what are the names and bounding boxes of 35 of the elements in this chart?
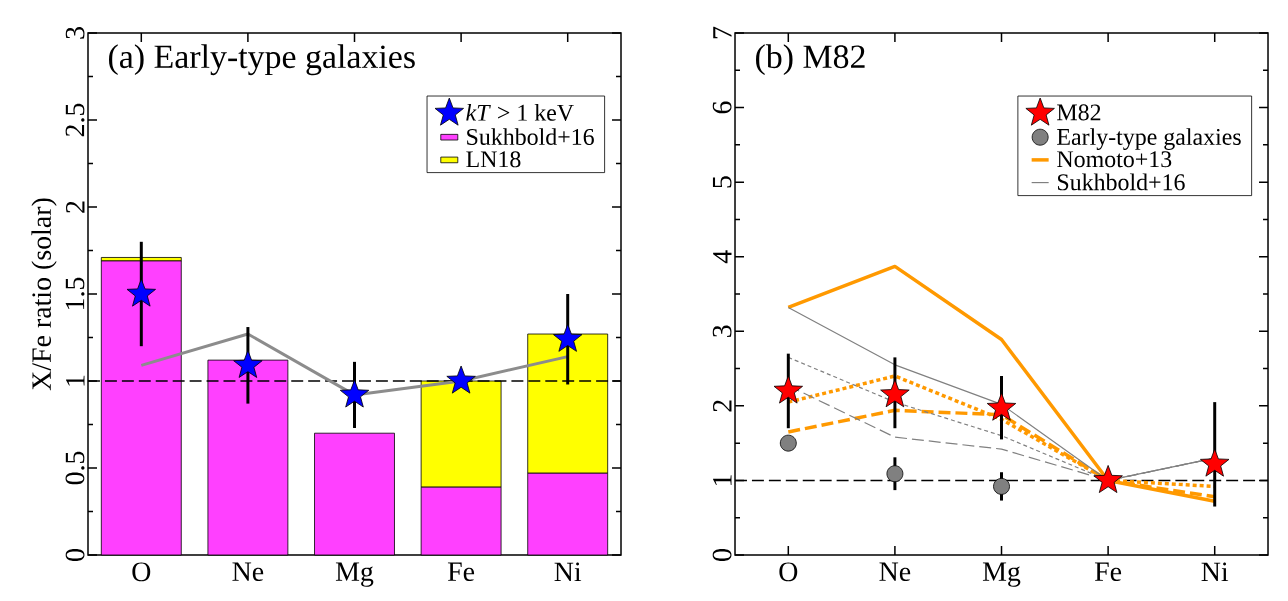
y-tick-label: 1 bbox=[713, 475, 732, 485]
legend-label: Early-type galaxies bbox=[1057, 128, 1241, 150]
y-tick-label: 4 bbox=[713, 250, 732, 264]
legend-label: Nomoto+13 bbox=[1057, 151, 1172, 168]
legend-label: kT > 1 keV bbox=[466, 103, 574, 121]
y-tick-label: 6 bbox=[712, 101, 732, 114]
x-tick-label: Ne bbox=[232, 562, 264, 582]
y-tick-label: 3 bbox=[712, 325, 732, 337]
x-tick-label: Ni bbox=[1201, 562, 1229, 581]
chart-title: (a) Early-type galaxies bbox=[108, 44, 415, 76]
y-tick-label: 2 bbox=[713, 400, 732, 412]
x-tick-label: Fe bbox=[1094, 562, 1122, 582]
y-tick-label: 2 bbox=[66, 201, 85, 213]
x-tick-label: O bbox=[779, 562, 798, 582]
x-tick-label: Ne bbox=[879, 562, 911, 582]
legend-label: M82 bbox=[1057, 104, 1101, 121]
x-tick-label: O bbox=[132, 562, 151, 582]
y-tick-label: 1.5 bbox=[65, 277, 85, 309]
y-tick-label: 0.5 bbox=[65, 451, 85, 485]
x-tick-label: Mg bbox=[335, 562, 374, 587]
x-tick-label: Fe bbox=[447, 562, 475, 582]
legend-label: LN18 bbox=[466, 151, 521, 168]
y-tick-label: 0 bbox=[712, 549, 732, 561]
y-axis-title: X/Fe ratio (solar) bbox=[31, 198, 57, 391]
y-tick-label: 5 bbox=[712, 176, 732, 188]
x-tick-label: Ni bbox=[554, 562, 582, 581]
y-tick-label: 2.5 bbox=[65, 103, 85, 137]
x-tick-label: Mg bbox=[982, 562, 1021, 587]
y-tick-label: 3 bbox=[65, 27, 85, 39]
y-tick-label: 1 bbox=[66, 375, 85, 386]
y-tick-label: 7 bbox=[713, 26, 732, 39]
legend-label: Sukhbold+16 bbox=[1058, 173, 1185, 191]
legend-label: Sukhbold+16 bbox=[467, 128, 594, 145]
y-tick-label: 0 bbox=[65, 549, 85, 561]
chart-title: (b) M82 bbox=[756, 44, 865, 76]
